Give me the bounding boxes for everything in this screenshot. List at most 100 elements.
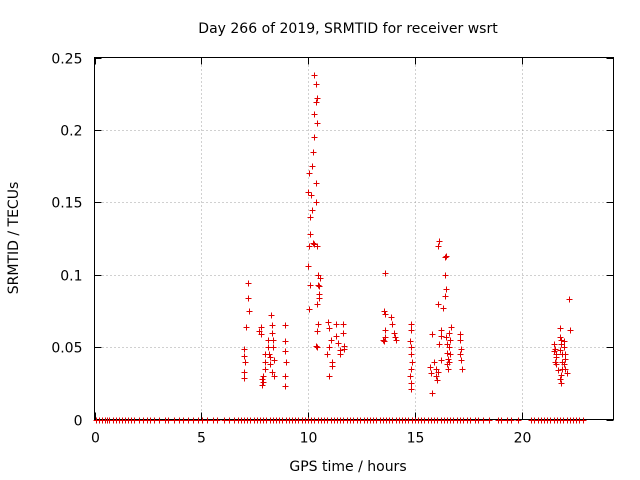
data-point (429, 331, 436, 338)
data-point (329, 363, 336, 370)
y-tick-label: 0.05 (51, 341, 82, 357)
data-point (567, 327, 574, 334)
data-point (262, 359, 269, 366)
axis-ticks: 0 0.05 0.1 0.15 0.2 0.25 0 5 10 15 20 (51, 52, 614, 447)
data-point (407, 373, 414, 380)
grid-lines (94, 57, 614, 420)
data-point (315, 321, 322, 328)
data-point (269, 322, 276, 329)
data-point (310, 149, 317, 156)
data-point (310, 240, 317, 247)
data-point (317, 275, 324, 282)
data-point (259, 376, 266, 383)
data-point (409, 359, 416, 366)
data-point (442, 272, 449, 279)
data-point (314, 301, 321, 308)
data-point (438, 327, 445, 334)
data-point (564, 370, 571, 377)
data-point (380, 337, 387, 344)
data-point (282, 338, 289, 345)
data-point (308, 192, 315, 199)
data-point (442, 254, 449, 261)
data-point (446, 330, 453, 337)
data-point (313, 199, 320, 206)
data-point (408, 351, 415, 358)
y-tick-label: 0 (74, 414, 83, 430)
data-point (333, 333, 340, 340)
x-tick-label: 20 (514, 431, 532, 447)
data-point (270, 337, 277, 344)
data-point (557, 376, 564, 383)
data-point (314, 95, 321, 102)
data-point (326, 325, 333, 332)
data-point-zero (515, 417, 522, 424)
data-point (435, 369, 442, 376)
data-point (433, 373, 440, 380)
data-point (311, 111, 318, 118)
data-point (340, 321, 347, 328)
x-tick-label: 10 (300, 431, 318, 447)
data-point (558, 341, 565, 348)
data-point (306, 243, 313, 250)
data-point (446, 344, 453, 351)
data-point (242, 359, 249, 366)
data-point (558, 380, 565, 387)
data-point (245, 295, 252, 302)
data-point (557, 334, 564, 341)
data-point (326, 344, 333, 351)
data-point-zero (580, 417, 587, 424)
x-tick-label: 15 (407, 431, 425, 447)
x-axis-label: GPS time / hours (289, 459, 406, 475)
data-point (241, 346, 248, 353)
data-point (428, 370, 435, 377)
data-point (245, 280, 252, 287)
data-point (443, 334, 450, 341)
data-point (458, 346, 465, 353)
data-point (448, 324, 455, 331)
data-point (328, 337, 335, 344)
data-point (442, 293, 449, 300)
data-point (266, 351, 273, 358)
data-point (557, 347, 564, 354)
data-point (311, 134, 318, 141)
data-point (438, 357, 445, 364)
data-point (408, 344, 415, 351)
plot-frame (94, 57, 614, 420)
data-point (314, 344, 321, 351)
data-point (562, 366, 569, 373)
x-tick-label: 0 (91, 431, 100, 447)
data-point (393, 337, 400, 344)
data-point (446, 359, 453, 366)
data-point (429, 390, 436, 397)
data-point (325, 319, 332, 326)
data-point-zero (486, 417, 493, 424)
data-point-zero (156, 417, 163, 424)
data-point (267, 361, 274, 368)
data-point (333, 321, 340, 328)
data-point (436, 341, 443, 348)
data-point (314, 120, 321, 127)
data-point (313, 343, 320, 350)
data-point (553, 361, 560, 368)
data-point (309, 207, 316, 214)
data-point (269, 369, 276, 376)
data-point (561, 361, 568, 368)
data-point (447, 351, 454, 358)
data-point (458, 357, 465, 364)
data-point-zero (204, 417, 211, 424)
data-point (447, 337, 454, 344)
data-point (438, 333, 445, 340)
data-point (307, 231, 314, 238)
data-point (427, 364, 434, 371)
data-point (311, 72, 318, 79)
data-point (306, 306, 313, 313)
data-point (388, 314, 395, 321)
data-point (267, 354, 274, 361)
data-point (283, 359, 290, 366)
data-point (436, 238, 443, 245)
data-point (306, 170, 313, 177)
data-point (444, 350, 451, 357)
data-point (271, 373, 278, 380)
data-point (241, 353, 248, 360)
